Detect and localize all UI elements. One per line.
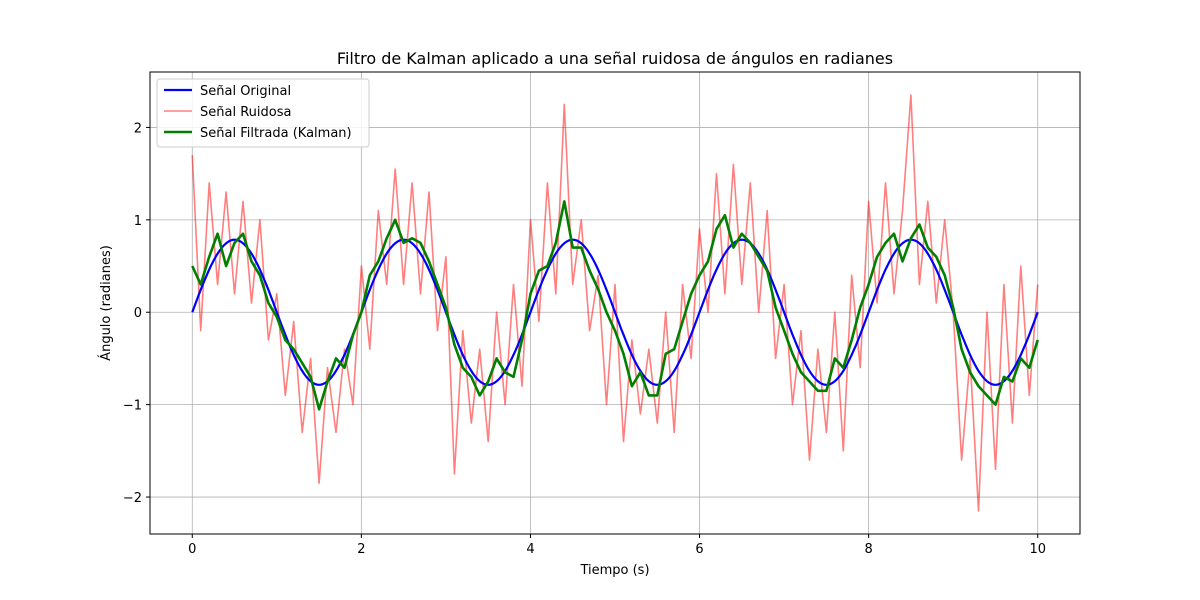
legend: Señal Original Señal Ruidosa Señal Filtrad… — [156, 78, 370, 148]
y-tick-label: 2 — [134, 121, 142, 136]
axes-frame — [149, 71, 1081, 535]
series-kalman-line — [191, 200, 1039, 411]
x-tick-label: 0 — [188, 542, 196, 557]
legend-label: Señal Filtrada (Kalman) — [200, 126, 352, 141]
x-tick-label: 4 — [526, 542, 534, 557]
y-tick-label: −1 — [123, 399, 142, 414]
x-tick-label: 8 — [864, 542, 872, 557]
x-tick-label: 2 — [357, 542, 365, 557]
y-tick-label: 1 — [134, 214, 142, 229]
y-tick-label: −2 — [123, 491, 142, 506]
series-original-line — [191, 238, 1039, 386]
legend-item-kalman: Señal Filtrada (Kalman) — [164, 126, 352, 141]
legend-label: Señal Ruidosa — [200, 105, 291, 120]
x-axis-label: Tiempo (s) — [579, 563, 649, 578]
plot-area — [191, 94, 1039, 512]
legend-box — [156, 78, 370, 148]
x-tick-label: 10 — [1029, 542, 1046, 557]
legend-label: Señal Original — [200, 84, 291, 99]
series-noisy-line — [191, 94, 1039, 512]
legend-item-original: Señal Original — [164, 84, 291, 99]
y-axis-label: Ángulo (radianes) — [98, 245, 114, 361]
x-tick-label: 6 — [695, 542, 703, 557]
y-axis-ticks: −2 −1 0 1 2 — [123, 121, 150, 506]
chart-title: Filtro de Kalman aplicado a una señal ru… — [337, 49, 893, 68]
x-axis-ticks: 0 2 4 6 8 10 — [188, 534, 1046, 557]
legend-item-noisy: Señal Ruidosa — [164, 105, 291, 120]
y-tick-label: 0 — [134, 306, 142, 321]
